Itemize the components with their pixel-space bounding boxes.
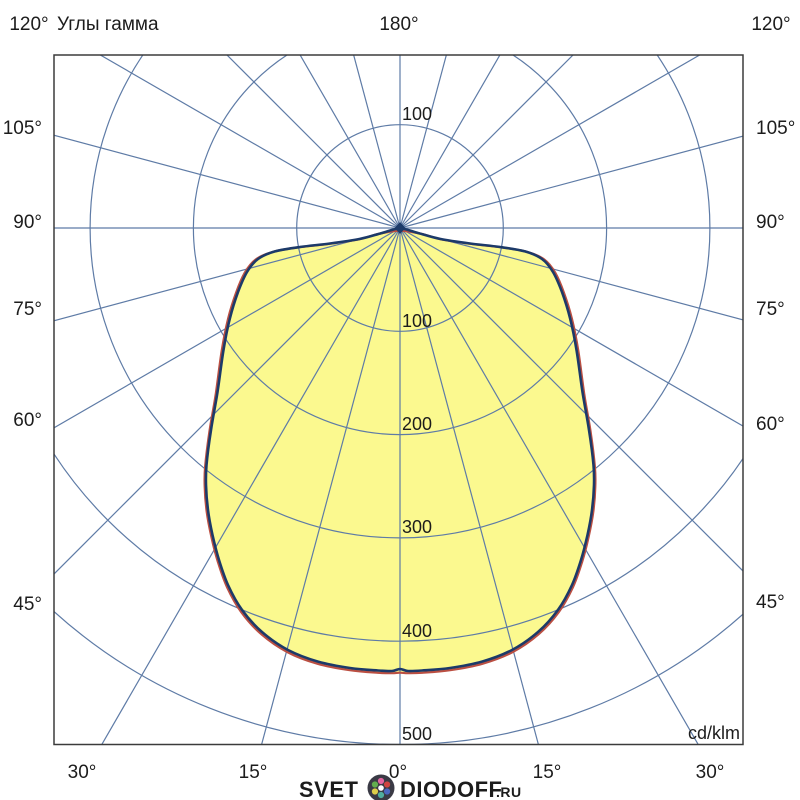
watermark-logo-dot-4 — [371, 788, 379, 795]
gamma-ray-315 — [54, 227, 401, 575]
gamma-ray-45 — [399, 227, 743, 572]
left-gamma-90: 90° — [13, 212, 42, 233]
ring-value-100: 100 — [402, 311, 432, 331]
gamma-ray-135 — [399, 55, 574, 229]
right-gamma-45: 45° — [756, 592, 785, 613]
gamma-ray-345 — [260, 227, 401, 745]
ring-value-100-upper: 100 — [402, 104, 432, 124]
left-gamma-45: 45° — [13, 594, 42, 615]
bottom-gamma-30-left: 30° — [68, 762, 97, 783]
ring-circle-400 — [54, 452, 743, 642]
left-gamma-60: 60° — [13, 410, 42, 431]
ring-value-300: 300 — [402, 517, 432, 537]
gamma-ray-60 — [399, 227, 743, 427]
watermark-text-diodoff: DIODOFF — [400, 777, 503, 800]
curve-c90-c270 — [203, 229, 597, 675]
gamma-ray-120 — [399, 55, 701, 229]
right-gamma-105: 105° — [756, 118, 795, 139]
ring-value-400: 400 — [402, 621, 432, 641]
gamma-ray-105 — [399, 135, 743, 229]
gamma-ray-15 — [399, 227, 540, 745]
gamma-ray-75 — [399, 227, 743, 321]
gamma-ray-210 — [299, 55, 401, 229]
ring-value-500: 500 — [402, 724, 432, 744]
watermark-logo-dot-3 — [377, 791, 385, 799]
watermark-text-svet: SVET — [299, 777, 359, 800]
watermark-logo-dot-2 — [383, 788, 391, 795]
bottom-gamma-0: 0° — [389, 762, 407, 783]
bottom-gamma-30-right: 30° — [696, 762, 725, 783]
watermark-logo-dot-center — [378, 785, 384, 791]
watermark-logo-icon — [367, 774, 395, 800]
unit-label-cd-klm: cd/klm — [688, 723, 740, 743]
watermark-logo-dot-1 — [383, 781, 391, 788]
right-gamma-60: 60° — [756, 414, 785, 435]
bottom-gamma-15-right: 15° — [533, 762, 562, 783]
bottom-gamma-15-left: 15° — [239, 762, 268, 783]
watermark-text-ru: .RU — [496, 784, 522, 800]
gamma-ray-225 — [226, 55, 401, 229]
gamma-ray-240 — [99, 55, 401, 229]
ring-circle-300 — [89, 55, 711, 539]
top-left-gamma-label: 120° — [9, 14, 48, 35]
gamma-ray-330 — [101, 227, 401, 745]
gamma-ray-165 — [399, 55, 447, 229]
left-gamma-75: 75° — [13, 299, 42, 320]
curve-c0-c180 — [204, 227, 596, 673]
ring-value-200: 200 — [402, 414, 432, 434]
gamma-ray-150 — [399, 55, 501, 229]
ring-circle-100 — [296, 124, 504, 332]
right-gamma-75: 75° — [756, 299, 785, 320]
center-point-marker — [394, 222, 406, 234]
chart-title: Углы гамма — [57, 14, 159, 35]
top-center-gamma-label: 180° — [379, 14, 418, 35]
left-gamma-105: 105° — [3, 118, 42, 139]
top-right-gamma-label: 120° — [751, 14, 790, 35]
gamma-ray-285 — [54, 227, 401, 322]
ring-circle-200 — [192, 55, 608, 436]
right-gamma-90: 90° — [756, 212, 785, 233]
chart-frame — [53, 54, 744, 746]
gamma-ray-300 — [54, 227, 401, 429]
watermark-svetodiodoff: SVET DIODOFF .RU — [299, 774, 522, 800]
gamma-ray-255 — [54, 134, 401, 229]
gamma-ray-195 — [353, 55, 401, 229]
watermark-logo-dot-0 — [377, 777, 385, 785]
gamma-ray-30 — [399, 227, 699, 745]
watermark-logo-dot-5 — [371, 781, 379, 788]
